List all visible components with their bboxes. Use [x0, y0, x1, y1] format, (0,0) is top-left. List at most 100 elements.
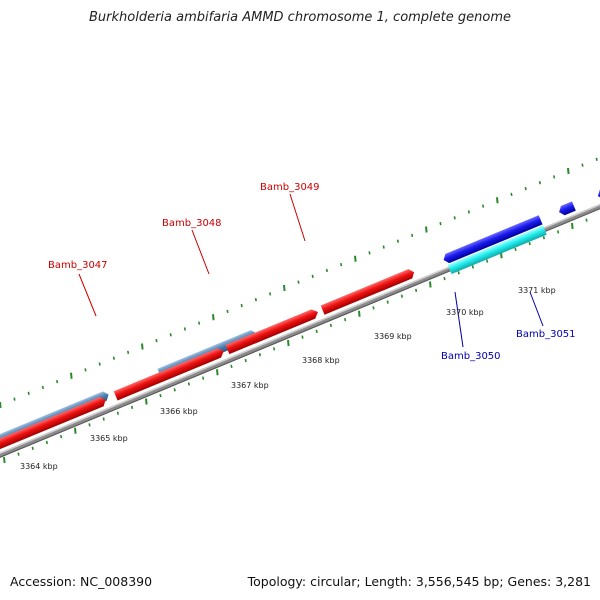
tick-mark: [400, 294, 403, 298]
tick-mark: [325, 268, 328, 273]
tick-mark: [173, 388, 176, 392]
gene-bar-bamb-3050[interactable]: [447, 225, 547, 275]
tick-mark: [514, 247, 517, 252]
tick-mark: [425, 226, 428, 233]
tick-mark: [467, 210, 470, 214]
tick-mark: [198, 321, 201, 325]
outer-tick-track: [0, 157, 598, 409]
tick-mark: [17, 452, 20, 456]
tick-mark: [141, 343, 144, 350]
tick-mark: [571, 222, 574, 230]
tick-mark: [553, 175, 556, 179]
tick-mark: [131, 405, 134, 410]
tick-mark: [145, 398, 148, 405]
gene-labels: Bamb_3047 Bamb_3048 Bamb_3049 Bamb_3050 …: [48, 182, 576, 362]
tick-mark: [396, 239, 399, 243]
tick-mark: [155, 338, 158, 343]
gene-label-bamb-3048[interactable]: Bamb_3048: [162, 218, 222, 229]
gene-bar-blue-3050a[interactable]: [442, 215, 543, 264]
tick-mark: [372, 306, 375, 310]
tick-mark: [3, 456, 6, 464]
scale-label: 3365 kbp: [90, 434, 128, 443]
tick-mark: [283, 284, 286, 292]
scale-label: 3370 kbp: [446, 308, 484, 317]
tick-mark: [70, 372, 73, 379]
tick-mark: [169, 333, 172, 337]
tick-mark: [183, 327, 186, 331]
tick-mark: [216, 369, 219, 376]
tick-mark: [482, 204, 485, 208]
tick-mark: [269, 292, 272, 296]
gene-label-bamb-3051[interactable]: Bamb_3051: [516, 329, 576, 340]
tick-mark: [301, 335, 304, 339]
tick-mark: [60, 434, 63, 439]
tick-mark: [212, 314, 215, 321]
scale-label: 3371 kbp: [518, 286, 556, 295]
tick-mark: [528, 241, 531, 246]
scale-label: 3369 kbp: [374, 332, 412, 341]
tick-mark: [567, 167, 570, 175]
tick-mark: [297, 280, 300, 284]
tick-mark: [98, 362, 101, 366]
tick-mark: [457, 271, 460, 275]
gene-bar-bamb-3048-red[interactable]: [225, 307, 320, 355]
tick-mark: [273, 347, 276, 351]
tick-mark: [127, 350, 130, 355]
tick-mark: [453, 216, 456, 220]
tick-mark: [112, 356, 115, 360]
tick-mark: [254, 298, 257, 302]
accession-text: Accession: NC_008390: [10, 574, 153, 589]
gene-bar-red-left[interactable]: [0, 395, 107, 460]
tick-mark: [415, 288, 418, 293]
tick-mark: [56, 379, 59, 384]
gene-bar-bamb-3049[interactable]: [320, 268, 416, 315]
tick-mark: [45, 440, 48, 445]
scale-label: 3368 kbp: [302, 356, 340, 365]
tick-mark: [538, 181, 541, 185]
tick-mark: [585, 218, 588, 222]
tick-mark: [595, 157, 598, 161]
tick-mark: [340, 262, 343, 267]
tick-mark: [329, 323, 332, 328]
tick-mark: [368, 251, 371, 255]
gene-label-bamb-3050[interactable]: Bamb_3050: [441, 351, 501, 362]
tick-mark: [187, 382, 190, 386]
tick-mark: [240, 303, 243, 308]
tick-mark: [226, 309, 229, 314]
gene-label-bamb-3049[interactable]: Bamb_3049: [260, 182, 320, 193]
tick-mark: [382, 245, 385, 249]
tick-mark: [202, 376, 205, 380]
label-leader-lines: [78, 193, 544, 348]
tick-mark: [159, 393, 162, 398]
gene-label-bamb-3047[interactable]: Bamb_3047: [48, 260, 108, 271]
scale-label: 3367 kbp: [231, 381, 269, 390]
scale-label: 3366 kbp: [160, 407, 198, 416]
tick-mark: [354, 255, 357, 262]
tick-mark: [258, 353, 261, 357]
tick-mark: [230, 364, 233, 369]
tick-mark: [429, 281, 432, 288]
tick-mark: [358, 310, 361, 317]
tick-mark: [581, 163, 584, 167]
gene-bar-bamb-3051[interactable]: [557, 201, 576, 216]
tick-mark: [88, 423, 91, 427]
tick-mark: [443, 276, 446, 281]
tick-mark: [411, 233, 414, 238]
tick-mark: [439, 221, 442, 226]
tick-mark: [41, 385, 44, 390]
scale-labels: 3364 kbp 3365 kbp 3366 kbp 3367 kbp 3368…: [20, 286, 556, 471]
tick-mark: [471, 265, 474, 269]
gene-bar-bamb-3047[interactable]: [113, 346, 226, 401]
tick-mark: [31, 446, 34, 450]
tick-mark: [524, 186, 527, 191]
scale-label: 3364 kbp: [20, 462, 58, 471]
tick-mark: [116, 411, 119, 415]
tick-mark: [557, 230, 560, 234]
tick-mark: [510, 192, 513, 197]
tick-mark: [244, 358, 247, 363]
tick-mark: [496, 197, 499, 204]
tick-mark: [311, 274, 314, 278]
tick-mark: [344, 317, 347, 322]
tick-mark: [315, 329, 318, 333]
